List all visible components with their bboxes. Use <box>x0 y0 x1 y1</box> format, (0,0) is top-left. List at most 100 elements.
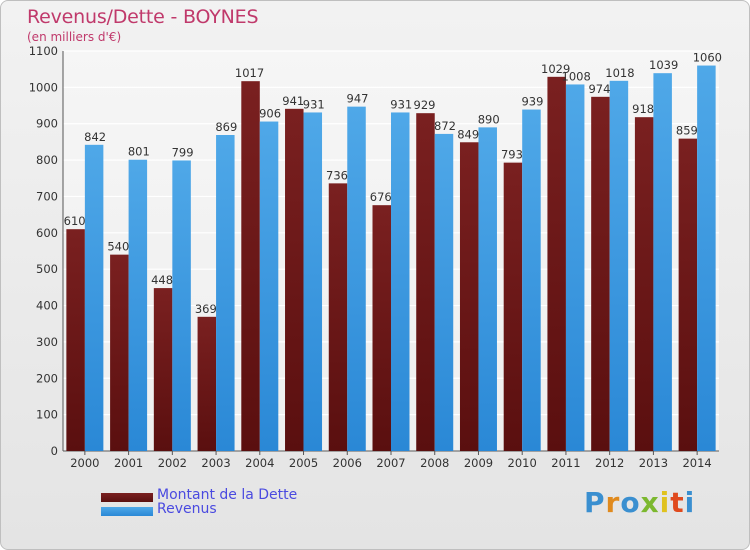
data-label-revenue: 872 <box>434 119 456 133</box>
logo-letter: r <box>605 486 621 519</box>
bar-debt <box>241 81 260 451</box>
bar-debt <box>634 117 654 451</box>
logo-letter: i <box>684 486 696 519</box>
data-label-debt: 448 <box>151 273 173 287</box>
logo-letter: P <box>584 486 606 519</box>
data-label-debt: 859 <box>676 124 698 138</box>
bar-debt <box>372 205 391 451</box>
data-label-debt: 793 <box>501 148 523 162</box>
data-label-debt: 610 <box>64 214 86 228</box>
y-tick-label: 300 <box>36 335 58 349</box>
x-tick-label: 2006 <box>333 456 362 470</box>
y-tick-label: 100 <box>36 408 58 422</box>
data-label-revenue: 906 <box>259 107 281 121</box>
data-label-revenue: 890 <box>478 112 500 126</box>
proxiti-logo: Proxiti <box>584 486 695 519</box>
bar-revenue <box>697 65 716 451</box>
data-label-debt: 941 <box>282 94 304 108</box>
data-label-debt: 676 <box>370 190 392 204</box>
y-tick-label: 600 <box>36 226 58 240</box>
x-tick-label: 2010 <box>508 456 537 470</box>
data-label-revenue: 1060 <box>693 51 722 65</box>
y-tick-label: 800 <box>36 153 58 167</box>
bar-debt <box>153 288 173 451</box>
x-tick-label: 2000 <box>70 456 99 470</box>
x-tick-label: 2011 <box>551 456 580 470</box>
bar-revenue <box>609 80 629 452</box>
bar-revenue <box>216 135 235 451</box>
legend-label-revenue: Revenus <box>157 501 217 517</box>
x-tick-label: 2001 <box>114 456 143 470</box>
data-label-revenue: 801 <box>128 145 150 159</box>
x-tick-label: 2005 <box>289 456 318 470</box>
y-tick-label: 900 <box>36 117 58 131</box>
legend-swatch-debt <box>101 493 153 502</box>
y-tick-label: 200 <box>36 371 58 385</box>
data-label-debt: 929 <box>414 98 436 112</box>
x-tick-label: 2012 <box>595 456 624 470</box>
data-label-revenue: 939 <box>521 95 543 109</box>
bar-debt <box>459 142 479 452</box>
x-tick-label: 2014 <box>682 456 711 470</box>
y-tick-label: 1000 <box>29 80 58 94</box>
logo-letter: i <box>659 486 671 519</box>
y-tick-label: 500 <box>36 262 58 276</box>
data-label-revenue: 869 <box>215 120 237 134</box>
data-label-revenue: 1018 <box>605 66 634 80</box>
data-label-revenue: 1008 <box>562 69 591 83</box>
y-tick-label: 1100 <box>29 44 58 58</box>
legend-swatch-revenue <box>101 507 153 516</box>
data-label-debt: 918 <box>632 102 654 116</box>
x-tick-label: 2003 <box>201 456 230 470</box>
bar-revenue <box>347 106 366 452</box>
logo-letter: t <box>670 486 685 519</box>
x-tick-label: 2004 <box>245 456 274 470</box>
x-tick-label: 2013 <box>639 456 668 470</box>
bar-debt <box>591 96 610 452</box>
bar-revenue <box>478 127 497 451</box>
bar-debt <box>547 76 566 452</box>
data-label-revenue: 842 <box>84 130 106 144</box>
chart-title: Revenus/Dette - BOYNES <box>27 6 259 28</box>
bar-revenue <box>434 133 454 451</box>
logo-letter: o <box>620 486 641 519</box>
data-label-debt: 974 <box>588 82 610 96</box>
bar-revenue <box>391 112 410 452</box>
bar-debt <box>197 316 217 451</box>
x-tick-label: 2002 <box>158 456 187 470</box>
y-tick-label: 0 <box>51 444 58 458</box>
data-label-debt: 736 <box>326 168 348 182</box>
bar-debt <box>678 138 698 452</box>
y-tick-label: 700 <box>36 189 58 203</box>
data-label-debt: 540 <box>107 240 129 254</box>
legend-label-debt: Montant de la Dette <box>157 487 298 503</box>
x-tick-label: 2007 <box>376 456 405 470</box>
bar-debt <box>110 254 129 451</box>
data-label-debt: 1017 <box>235 66 264 80</box>
data-label-revenue: 931 <box>303 97 325 111</box>
data-label-revenue: 931 <box>390 97 412 111</box>
x-tick-label: 2008 <box>420 456 449 470</box>
bar-revenue <box>172 160 191 452</box>
data-label-revenue: 947 <box>347 92 369 106</box>
data-label-debt: 369 <box>195 302 217 316</box>
data-label-revenue: 1039 <box>649 58 678 72</box>
data-label-debt: 849 <box>457 127 479 141</box>
data-label-revenue: 799 <box>172 145 194 159</box>
logo-letter: x <box>640 486 660 519</box>
chart-subtitle: (en milliers d'€) <box>27 30 122 44</box>
bar-revenue <box>303 112 323 452</box>
bar-debt <box>503 162 523 452</box>
data-label-debt: 1029 <box>541 62 570 76</box>
x-tick-label: 2009 <box>464 456 493 470</box>
bar-revenue <box>522 109 541 451</box>
bar-debt <box>66 229 85 451</box>
bar-debt <box>416 113 435 451</box>
bar-debt <box>285 108 304 452</box>
y-tick-label: 400 <box>36 299 58 313</box>
bar-revenue <box>128 159 148 451</box>
bar-revenue <box>259 121 279 451</box>
bar-revenue <box>653 73 672 451</box>
